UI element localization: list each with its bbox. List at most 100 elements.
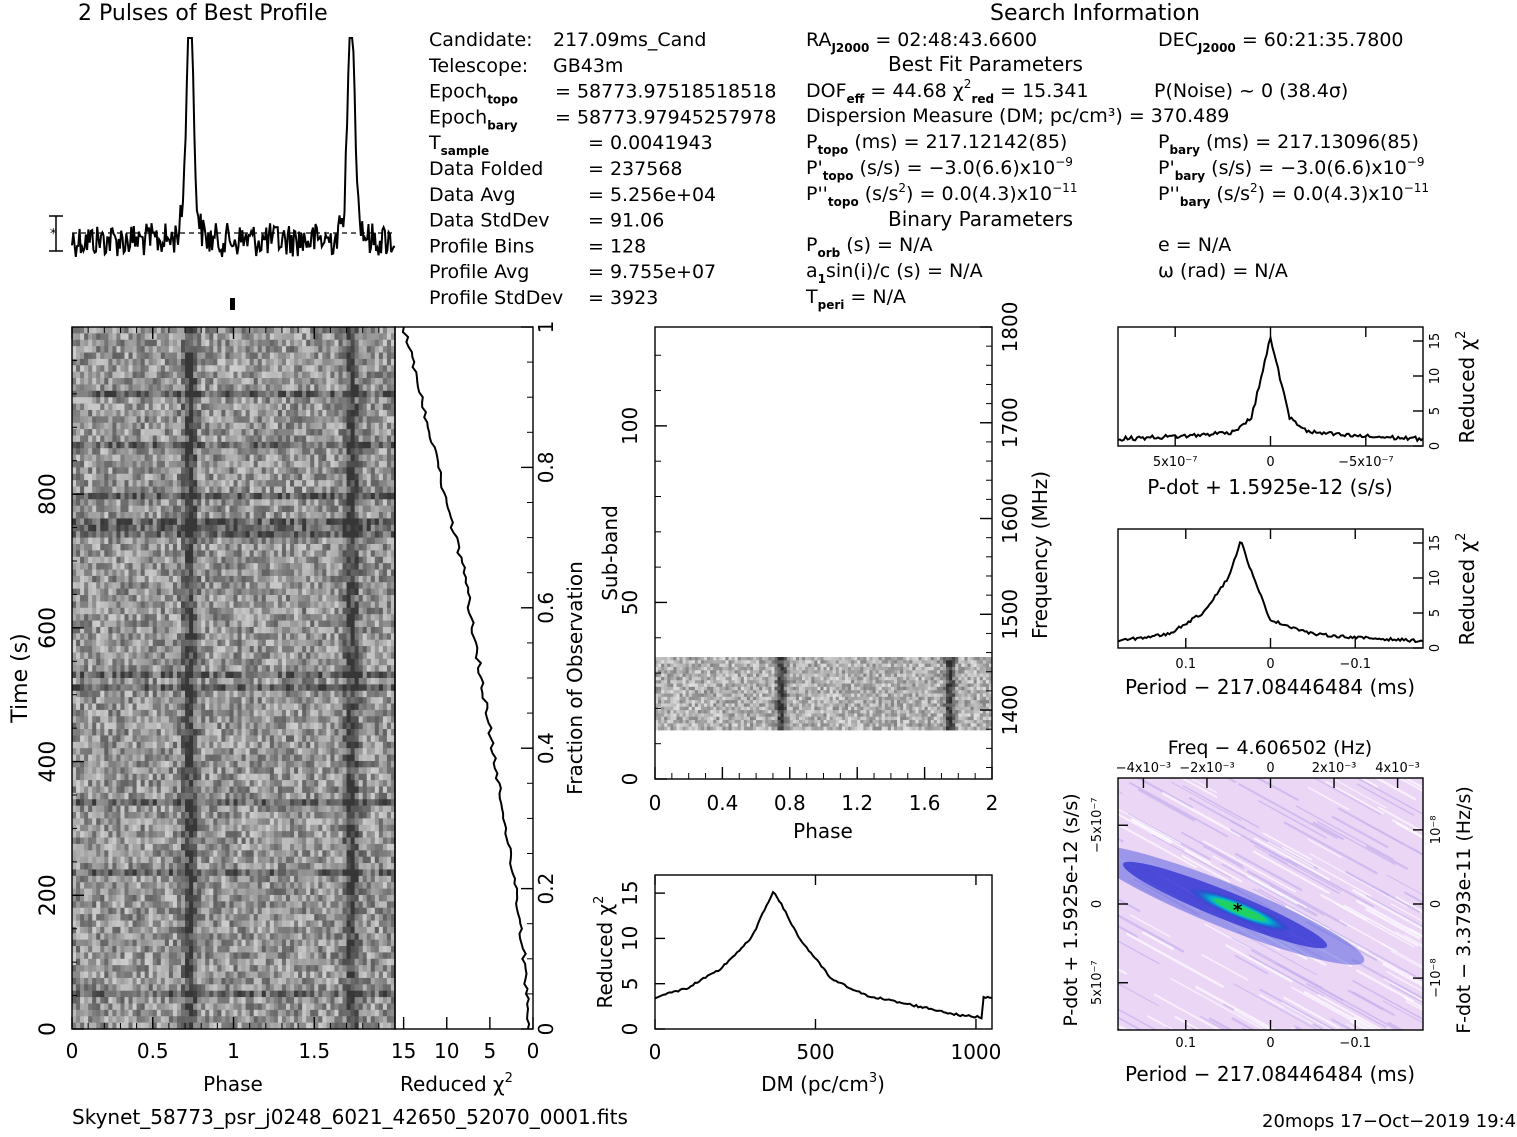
pddbary-line: P''bary (s/s2) = 0.0(4.3)x10−11 (1158, 181, 1429, 209)
freq-top-tick: 4x10⁻³ (1375, 761, 1420, 776)
time-tick-label: 200 (36, 874, 61, 916)
x-tick-label: 0.1 (1175, 657, 1196, 672)
info-row: Telescope: (428, 55, 528, 77)
fdot-y-tick: −10⁻⁸ (1429, 958, 1444, 998)
porb-line: Porb (s) = N/A (806, 234, 933, 260)
redchi-tick-label: 5 (484, 1039, 497, 1063)
redchi-tick-label: 0 (527, 1039, 540, 1063)
x-tick-label: −5x10⁻⁷ (1338, 455, 1393, 470)
map-pdot-label: P-dot + 1.5925e-12 (s/s) (1060, 793, 1082, 1026)
chi-tick-label: 0 (1428, 442, 1443, 450)
chi-tick-label: 15 (1428, 333, 1443, 350)
fraction-tick-label: 0.2 (534, 873, 558, 905)
dm-line: Dispersion Measure (DM; pc/cm³) = 370.48… (806, 105, 1229, 127)
map-period-tick: −0.1 (1339, 1036, 1371, 1051)
info-value: GB43m (553, 55, 623, 77)
chi-tick-label: 10 (1428, 570, 1443, 587)
freq-tick-label: 1700 (998, 397, 1022, 448)
x-tick-label: 0 (1266, 657, 1274, 672)
tperi-line: Tperi = N/A (805, 286, 906, 312)
x-tick-label: 1000 (950, 1040, 1001, 1064)
subband-phase-label: Phase (793, 819, 853, 843)
dof-line: DOFeff = 44.68 χ2red = 15.341 (806, 77, 1089, 106)
cum-chi-trace (403, 327, 529, 1029)
subband-phase-tick: 2 (986, 791, 999, 815)
freq-top-tick: −2x10⁻³ (1179, 761, 1234, 776)
map-period-label: Period − 217.08446484 (ms) (1125, 1062, 1415, 1086)
pdot-axis-label: P-dot + 1.5925e-12 (s/s) (1147, 475, 1393, 499)
time-tick-label: 600 (36, 607, 61, 649)
chi-tick-label: 15 (618, 880, 642, 905)
subband-phase-tick: 1.2 (841, 791, 873, 815)
pdbary-line: P'bary (s/s) = −3.0(6.6)x10−9 (1158, 155, 1425, 183)
fraction-tick-label: 0.8 (534, 451, 558, 483)
period-trace (1118, 542, 1423, 642)
info-row: Candidate: (429, 29, 533, 51)
period-axis-label: Period − 217.08446484 (ms) (1125, 675, 1415, 699)
time-tick-label: 800 (36, 473, 61, 515)
pdot-y-tick: −5x10⁻⁷ (1090, 798, 1105, 853)
chi-tick-label: 15 (1428, 535, 1443, 552)
redchi-tick-label: 10 (434, 1039, 459, 1063)
fraction-tick-label: 1 (534, 321, 558, 334)
profile-title: 2 Pulses of Best Profile (78, 1, 328, 26)
profile-plot: * (49, 38, 395, 310)
subband-phase-tick: 0.4 (706, 791, 738, 815)
chi-tick-label: 0 (618, 1023, 642, 1036)
period-redchi-label: Reduced χ2 (1454, 533, 1479, 646)
pdot-y-tick: 5x10⁻⁷ (1090, 960, 1105, 1005)
map-period-tick: 0.1 (1175, 1036, 1196, 1051)
timestamp: 20mops 17−Oct−2019 19:43 (1262, 1111, 1517, 1132)
freq-tick-label: 1500 (998, 589, 1022, 640)
time-axis-label: Time (s) (8, 633, 33, 723)
info-value: = 0.0041943 (588, 132, 713, 154)
pdot-trace (1118, 338, 1423, 441)
chi-tick-label: 10 (618, 926, 642, 951)
fdot-y-tick: 0 (1429, 900, 1444, 908)
chi-tick-label: 5 (618, 977, 642, 990)
info-value: = 3923 (588, 287, 658, 309)
info-value: = 9.755e+07 (588, 261, 716, 283)
pnoise-line: P(Noise) ~ 0 (38.4σ) (1154, 80, 1348, 102)
dm-axis-label: DM (pc/cm3) (761, 1071, 885, 1096)
dm-trace (655, 892, 992, 1018)
phase-tick-label: 0 (66, 1039, 79, 1063)
chi-tick-label: 5 (1428, 407, 1443, 415)
frequency-axis-label: Frequency (MHz) (1028, 471, 1052, 639)
a1sini-line: a1sin(i)/c (s) = N/A (806, 260, 983, 286)
e-line: e = N/A (1158, 234, 1231, 256)
time-tick-label: 400 (36, 741, 61, 783)
dm-redchi-label: Reduced χ2 (592, 896, 617, 1009)
map-period-tick: 0 (1266, 1036, 1274, 1051)
pddtopo-line: P''topo (s/s2) = 0.0(4.3)x10−11 (806, 181, 1077, 209)
fraction-tick-label: 0.6 (534, 592, 558, 624)
x-tick-label: −0.1 (1339, 657, 1371, 672)
profile-trace (72, 38, 395, 257)
info-row: Tsample (428, 132, 489, 158)
info-value: = 5.256e+04 (588, 184, 716, 206)
subband-tick-label: 0 (618, 773, 642, 786)
subband-phase-tick: 0.8 (774, 791, 806, 815)
phase-tick-label: 1.5 (298, 1039, 330, 1063)
x-tick-label: 0 (649, 1040, 662, 1064)
profile-errorbar: * (49, 216, 63, 251)
info-row: Profile Avg (429, 261, 529, 283)
chi-tick-label: 10 (1428, 368, 1443, 385)
redchi-axis-label: Reduced χ2 (400, 1071, 513, 1096)
phase-tick-label: 0.5 (137, 1039, 169, 1063)
x-tick-label: 500 (796, 1040, 834, 1064)
freq-top-tick: −4x10⁻³ (1116, 761, 1171, 776)
pdot-redchi-label: Reduced χ2 (1454, 331, 1479, 444)
info-value: = 237568 (588, 158, 683, 180)
binary-title: Binary Parameters (888, 207, 1073, 231)
info-row: Data StdDev (429, 210, 550, 232)
info-row: Profile Bins (429, 235, 534, 257)
subband-phase-tick: 0 (649, 791, 662, 815)
info-value: = 91.06 (588, 210, 664, 232)
